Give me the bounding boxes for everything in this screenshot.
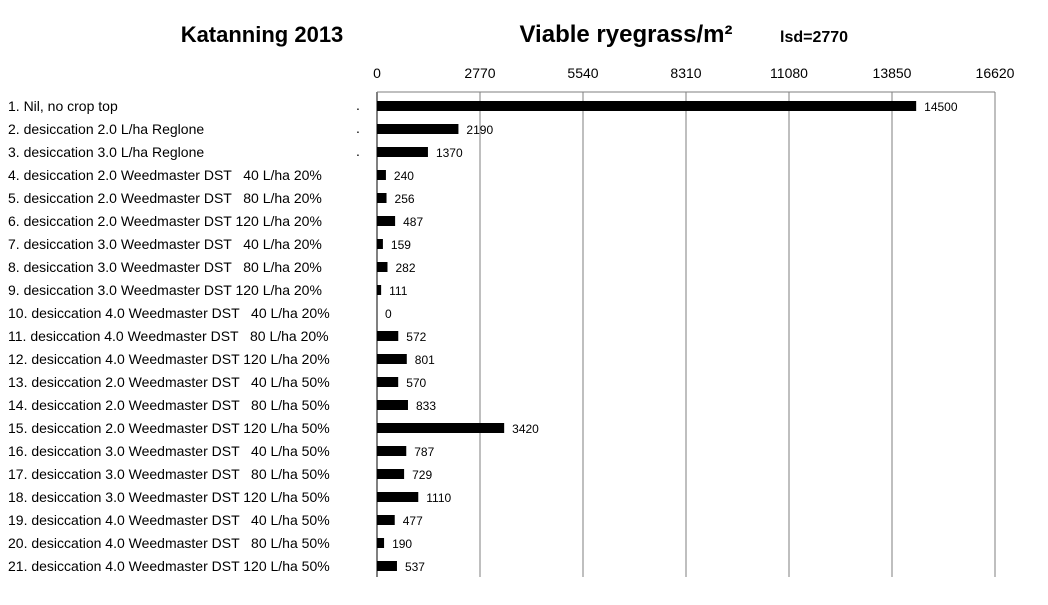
category-label: 9. desiccation 3.0 Weedmaster DST 120 L/… (8, 282, 322, 298)
category-label: 2. desiccation 2.0 L/ha Reglone (8, 121, 204, 137)
data-label: 570 (406, 376, 426, 390)
data-label: 3420 (512, 422, 539, 436)
category-label: 5. desiccation 2.0 Weedmaster DST 80 L/h… (8, 190, 322, 206)
bar (377, 170, 386, 180)
category-label: 8. desiccation 3.0 Weedmaster DST 80 L/h… (8, 259, 322, 275)
value-labels: 1450021901370240256487159282111057280157… (385, 100, 958, 574)
category-label: 11. desiccation 4.0 Weedmaster DST 80 L/… (8, 328, 329, 344)
data-label: 159 (391, 238, 411, 252)
category-label-dot: . (356, 143, 360, 159)
data-label: 833 (416, 399, 436, 413)
bar (377, 285, 382, 295)
data-label: 111 (389, 284, 408, 298)
bar (377, 492, 419, 502)
bar (377, 216, 396, 226)
data-label: 282 (395, 261, 415, 275)
category-label: 6. desiccation 2.0 Weedmaster DST 120 L/… (8, 213, 322, 229)
bar (377, 239, 383, 249)
data-label: 0 (385, 307, 392, 321)
bar (377, 124, 459, 134)
category-label: 10. desiccation 4.0 Weedmaster DST 40 L/… (8, 305, 330, 321)
lsd-annotation: lsd=2770 (780, 29, 848, 46)
data-label: 256 (395, 192, 415, 206)
chart-title: Katanning 2013 (181, 22, 344, 47)
category-label: 1. Nil, no crop top (8, 98, 118, 114)
bar (377, 147, 428, 157)
category-label-dot: . (356, 97, 360, 113)
data-label: 801 (415, 353, 435, 367)
category-label: 20. desiccation 4.0 Weedmaster DST 80 L/… (8, 535, 330, 551)
x-tick-label: 5540 (567, 65, 598, 81)
gridlines (376, 91, 996, 577)
data-label: 1370 (436, 146, 463, 160)
bar (377, 400, 408, 410)
data-label: 487 (403, 215, 423, 229)
category-label: 7. desiccation 3.0 Weedmaster DST 40 L/h… (8, 236, 322, 252)
data-label: 572 (406, 330, 426, 344)
category-label: 13. desiccation 2.0 Weedmaster DST 40 L/… (8, 374, 330, 390)
x-tick-label: 16620 (976, 65, 1015, 81)
bar (377, 331, 399, 341)
data-label: 2190 (466, 123, 493, 137)
category-label: 15. desiccation 2.0 Weedmaster DST 120 L… (8, 420, 330, 436)
data-label: 14500 (924, 100, 958, 114)
bar (377, 193, 387, 203)
category-label: 17. desiccation 3.0 Weedmaster DST 80 L/… (8, 466, 330, 482)
bar (377, 101, 917, 111)
x-axis-ticks: 0 2770 5540 8310 11080 13850 16620 (373, 65, 1015, 81)
category-label: 3. desiccation 3.0 L/ha Reglone (8, 144, 204, 160)
bar (377, 354, 407, 364)
bars (377, 101, 917, 571)
x-tick-label: 11080 (770, 65, 808, 81)
bar (377, 561, 397, 571)
data-label: 537 (405, 560, 425, 574)
chart-subtitle: Viable ryegrass/m² (519, 21, 732, 48)
bar (377, 469, 405, 479)
data-label: 190 (392, 537, 412, 551)
data-label: 729 (412, 468, 432, 482)
category-label: 4. desiccation 2.0 Weedmaster DST 40 L/h… (8, 167, 322, 183)
data-label: 1110 (426, 491, 451, 505)
category-label: 16. desiccation 3.0 Weedmaster DST 40 L/… (8, 443, 330, 459)
x-tick-label: 8310 (670, 65, 701, 81)
category-label: 21. desiccation 4.0 Weedmaster DST 120 L… (8, 558, 330, 574)
category-label: 19. desiccation 4.0 Weedmaster DST 40 L/… (8, 512, 330, 528)
bar (377, 377, 399, 387)
bar (377, 262, 388, 272)
x-tick-label: 2770 (464, 65, 495, 81)
x-tick-label: 13850 (873, 65, 912, 81)
bar (377, 423, 505, 433)
bar (377, 538, 385, 548)
data-label: 240 (394, 169, 414, 183)
category-label: 18. desiccation 3.0 Weedmaster DST 120 L… (8, 489, 330, 505)
bar (377, 515, 395, 525)
category-label: 14. desiccation 2.0 Weedmaster DST 80 L/… (8, 397, 330, 413)
category-label-dot: . (356, 120, 360, 136)
data-label: 477 (403, 514, 423, 528)
category-label: 12. desiccation 4.0 Weedmaster DST 120 L… (8, 351, 330, 367)
data-label: 787 (414, 445, 434, 459)
x-tick-label: 0 (373, 65, 381, 81)
bar (377, 446, 407, 456)
category-labels: 1. Nil, no crop top . 2. desiccation 2.0 L… (8, 97, 360, 574)
